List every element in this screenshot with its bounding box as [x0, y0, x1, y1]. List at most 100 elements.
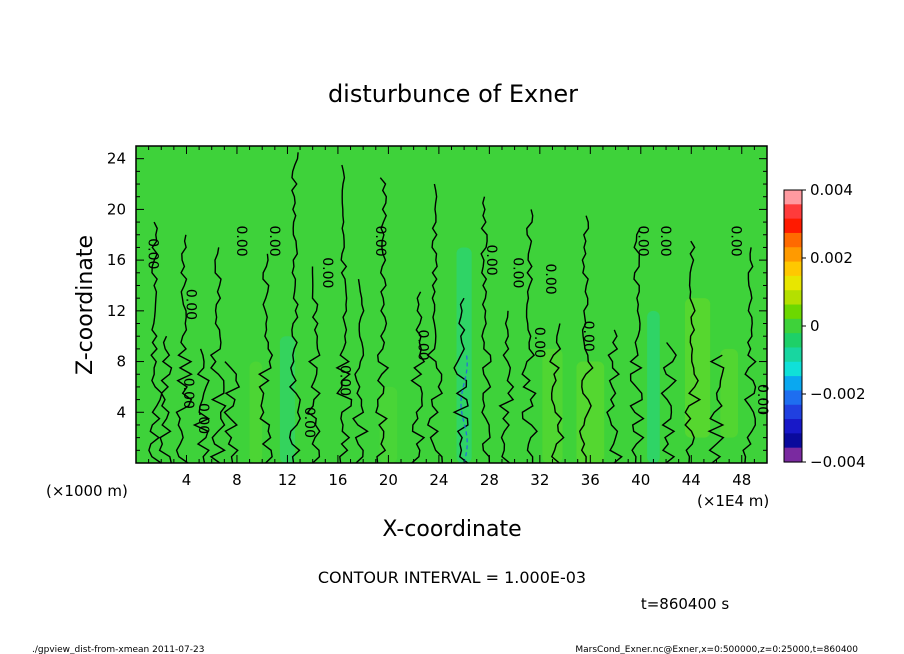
colorbar-tick-label: 0.004 — [810, 181, 853, 199]
colorbar-swatch — [784, 304, 802, 320]
contour-line — [375, 177, 390, 464]
colorbar-swatch — [784, 247, 802, 263]
colorbar-swatch — [784, 390, 802, 406]
contour-line — [158, 335, 173, 464]
x-unit-right: (×1E4 m) — [697, 492, 769, 510]
x-tick-label: 8 — [232, 471, 242, 489]
contour-line — [223, 361, 241, 464]
field-patch — [647, 310, 660, 463]
x-axis-label: X-coordinate — [382, 517, 521, 542]
colorbar-swatch — [784, 290, 802, 306]
contour-label: 0.00 — [634, 226, 650, 257]
x-axis: 4 8 12 16 20 24 28 32 36 40 44 48 — [148, 146, 755, 489]
x-unit-left: (×1000 m) — [46, 482, 128, 500]
y-tick-label: 8 — [116, 353, 126, 371]
x-tick-label: 4 — [182, 471, 192, 489]
contour-label: 0.00 — [372, 226, 388, 257]
contour-label: 0.00 — [531, 327, 547, 358]
contour-line — [410, 291, 426, 464]
colorbar-tick-label: 0.002 — [810, 249, 853, 267]
contour-line — [306, 266, 321, 464]
y-tick-label: 12 — [107, 302, 126, 320]
x-tick-label: 20 — [379, 471, 398, 489]
x-tick-label: 40 — [631, 471, 650, 489]
contour-line — [629, 228, 645, 464]
plot-background — [136, 146, 767, 463]
colorbar-swatch — [784, 204, 802, 220]
contour-line — [148, 221, 163, 464]
x-tick-label: 16 — [328, 471, 347, 489]
colorbar-swatch — [784, 190, 802, 205]
contour-line — [578, 215, 594, 464]
contour-label: 0.00 — [415, 330, 431, 361]
colorbar-swatch — [784, 347, 802, 363]
colorbar-tick-label: −0.002 — [810, 385, 866, 403]
contour-line — [192, 348, 211, 464]
contour-label: 0.00 — [728, 226, 744, 257]
x-tick-label: 28 — [480, 471, 499, 489]
field-patch — [684, 298, 711, 438]
footer-right: MarsCond_Exner.nc@Exner,x=0:500000,z=0:2… — [575, 645, 858, 654]
colorbar-swatch — [784, 447, 802, 463]
contour-label: 0.00 — [336, 365, 352, 396]
contour-line — [452, 297, 469, 464]
negative-contour-line — [460, 355, 468, 464]
field-patch — [542, 348, 563, 463]
colorbar-swatch — [784, 376, 802, 392]
x-tick-label: 36 — [581, 471, 600, 489]
x-tick-label: 24 — [429, 471, 448, 489]
contour-line — [684, 240, 702, 464]
contour-line — [175, 234, 193, 464]
y-tick-label: 24 — [107, 150, 126, 168]
y-tick-label: 4 — [116, 403, 126, 421]
x-tick-label: 32 — [530, 471, 549, 489]
colorbar-swatch — [784, 433, 802, 449]
contour-label: 0.00 — [754, 384, 770, 415]
field-patch — [249, 361, 263, 463]
colorbar-tick-label: −0.004 — [810, 453, 866, 471]
contour-label: 0.00 — [266, 226, 282, 257]
colorbar-swatch — [784, 361, 802, 377]
colorbar-swatch — [784, 333, 802, 349]
contour-label: 0.00 — [233, 226, 249, 257]
y-tick-label: 16 — [107, 251, 126, 269]
colorbar-swatch — [784, 318, 802, 334]
y-tick-label: 20 — [107, 200, 126, 218]
plot-area: 0.000.000.00 0.000.000.000.00 0.00 0.000.00… — [135, 145, 771, 464]
contour-labels: 0.000.000.00 0.000.000.000.00 0.00 0.000.00… — [145, 226, 771, 438]
contour-line — [426, 183, 444, 464]
contour-line — [352, 278, 369, 464]
x-tick-label: 48 — [732, 471, 751, 489]
contour-line — [288, 152, 301, 464]
contour-label: 0.00 — [509, 257, 525, 288]
contour-label: 0.00 — [180, 378, 196, 409]
contour-label: 0.00 — [483, 245, 499, 276]
x-tick-label: 12 — [278, 471, 297, 489]
contour-line — [660, 342, 677, 464]
x-tick-label: 44 — [682, 471, 701, 489]
y-axis: 4 8 12 16 20 24 — [107, 150, 767, 451]
contour-line — [707, 354, 725, 464]
chart-title: disturbunce of Exner — [328, 80, 578, 108]
colorbar-tick-label: 0 — [810, 317, 820, 335]
colorbar-swatch — [784, 261, 802, 277]
contour-line — [742, 247, 757, 464]
colorbar-swatch — [784, 275, 802, 291]
contour-label: 0.00 — [319, 257, 335, 288]
footer-left: ./gpview_dist-from-xmean 2011-07-23 — [32, 645, 204, 654]
contour-line — [606, 329, 623, 464]
field-patch — [379, 386, 398, 463]
colorbar-swatch — [784, 419, 802, 434]
contour-line — [549, 323, 565, 464]
contour-line — [209, 247, 227, 464]
field-patch — [576, 361, 605, 463]
time-label: t=860400 s — [641, 595, 729, 613]
contour-line — [257, 253, 274, 464]
contour-line — [498, 310, 515, 464]
contour-label: 0.00 — [195, 403, 211, 434]
field-patch — [720, 348, 738, 438]
contour-interval-text: CONTOUR INTERVAL = 1.000E-03 — [318, 568, 586, 587]
colorbar-swatch — [784, 404, 802, 420]
y-axis-label: Z-coordinate — [73, 235, 98, 375]
